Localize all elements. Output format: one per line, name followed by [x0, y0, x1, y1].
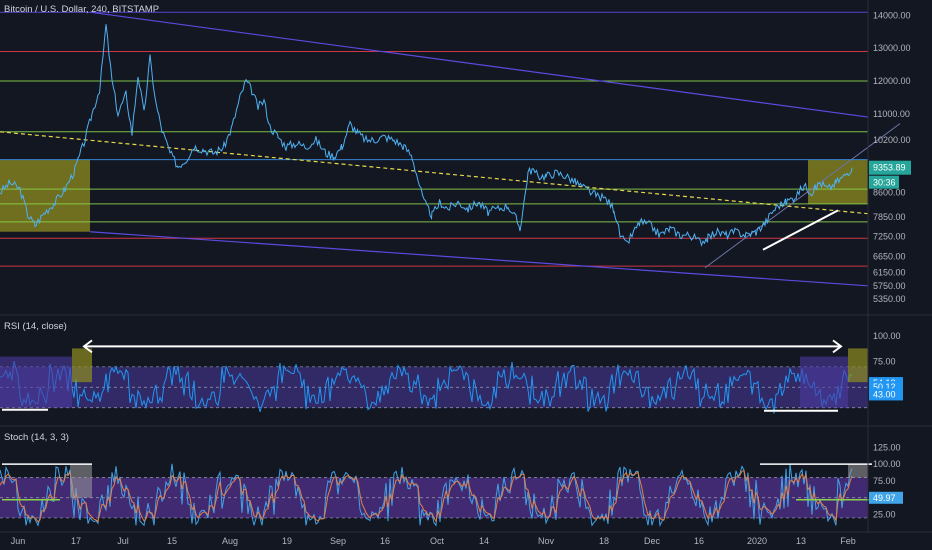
- indicator-tick-label: 50.12: [873, 382, 896, 392]
- highlight-box: [70, 464, 92, 498]
- time-tick-label: Feb: [840, 536, 856, 546]
- price-tick-label: 5750.00: [873, 281, 906, 291]
- current-price-tag: [869, 160, 911, 175]
- indicator-tick-label: 25.00: [873, 510, 896, 520]
- highlight-box: [848, 464, 868, 478]
- highlight-box: [72, 348, 92, 383]
- indicator-tick-label: 100.00: [873, 331, 901, 341]
- price-tick-label: 13000.00: [873, 43, 911, 53]
- indicator-tick-label: 75.00: [873, 476, 896, 486]
- indicator-tick-label: 49.97: [873, 493, 896, 503]
- price-tick-label: 11000.00: [873, 109, 910, 119]
- trendline-dashed[interactable]: [0, 131, 869, 215]
- price-tick-label: 5350.00: [873, 294, 906, 304]
- time-tick-label: Nov: [538, 536, 555, 546]
- time-tick-label: 14: [479, 536, 489, 546]
- oscillator-line[interactable]: [0, 360, 853, 414]
- channel-lower-line[interactable]: [89, 231, 869, 287]
- price-tick-label: 12000.00: [873, 76, 911, 86]
- time-tick-label: Aug: [222, 536, 238, 546]
- indicator-value-tag: [869, 388, 903, 401]
- time-tick-label: Sep: [330, 536, 346, 546]
- highlight-box: [800, 356, 848, 408]
- time-tick-label: Oct: [430, 536, 445, 546]
- time-tick-label: 2020: [747, 536, 767, 546]
- indicator-tick-label: 125.00: [873, 442, 901, 452]
- arrow-left-icon: [82, 339, 93, 354]
- price-tick-label: 6650.00: [873, 251, 906, 261]
- current-price-label: 9353.89: [873, 163, 906, 173]
- arrow-right-icon: [832, 339, 843, 354]
- time-tick-label: 18: [599, 536, 609, 546]
- time-tick-label: 19: [282, 536, 292, 546]
- oscillator-signal-line[interactable]: [0, 469, 853, 523]
- symbol-title: Bitcoin / U.S. Dollar, 240, BITSTAMP: [4, 4, 159, 15]
- price-tick-label: 14000.00: [873, 10, 911, 20]
- indicator-value-tag: [869, 491, 903, 504]
- time-tick-label: Dec: [644, 536, 661, 546]
- rsi-pane[interactable]: [0, 339, 868, 414]
- time-tick-label: Jul: [117, 536, 129, 546]
- highlight-box: [808, 159, 868, 204]
- time-scale[interactable]: Jun 17 Jul 15 Aug 19 Sep 16 Oct 14 Nov 18 Dec 16 2020 1…: [11, 536, 856, 546]
- price-pane[interactable]: [0, 11, 901, 287]
- price-tick-label: 6150.00: [873, 268, 906, 278]
- countdown-tag: [869, 175, 899, 189]
- time-tick-label: 16: [380, 536, 390, 546]
- indicator-tick-label: 43.00: [873, 389, 896, 399]
- indicator-tick-label: 75.00: [873, 357, 896, 367]
- time-tick-label: 13: [796, 536, 806, 546]
- stoch-pane[interactable]: [0, 463, 886, 528]
- time-tick-label: Jun: [11, 536, 26, 546]
- price-scale[interactable]: 14000.00 13000.00 12000.00 11000.00 10200.00…: [869, 10, 911, 520]
- price-tick-label: 8600.00: [873, 187, 906, 197]
- price-series-line[interactable]: [0, 24, 853, 247]
- time-tick-label: 16: [694, 536, 704, 546]
- indicator-tick-label: 100.00: [873, 459, 901, 469]
- time-tick-label: 17: [71, 536, 81, 546]
- rsi-title: RSI (14, close): [4, 321, 67, 332]
- channel-upper-line[interactable]: [89, 11, 869, 118]
- countdown-label: 30:36: [873, 178, 896, 188]
- stoch-title: Stoch (14, 3, 3): [4, 432, 69, 443]
- highlight-box: [0, 159, 90, 232]
- highlight-box: [848, 348, 868, 383]
- price-tick-label: 7850.00: [873, 212, 906, 222]
- price-tick-label: 10200.00: [873, 135, 911, 145]
- highlight-box: [0, 356, 72, 408]
- support-line[interactable]: [762, 209, 839, 251]
- price-tick-label: 7250.00: [873, 232, 906, 242]
- time-tick-label: 15: [167, 536, 177, 546]
